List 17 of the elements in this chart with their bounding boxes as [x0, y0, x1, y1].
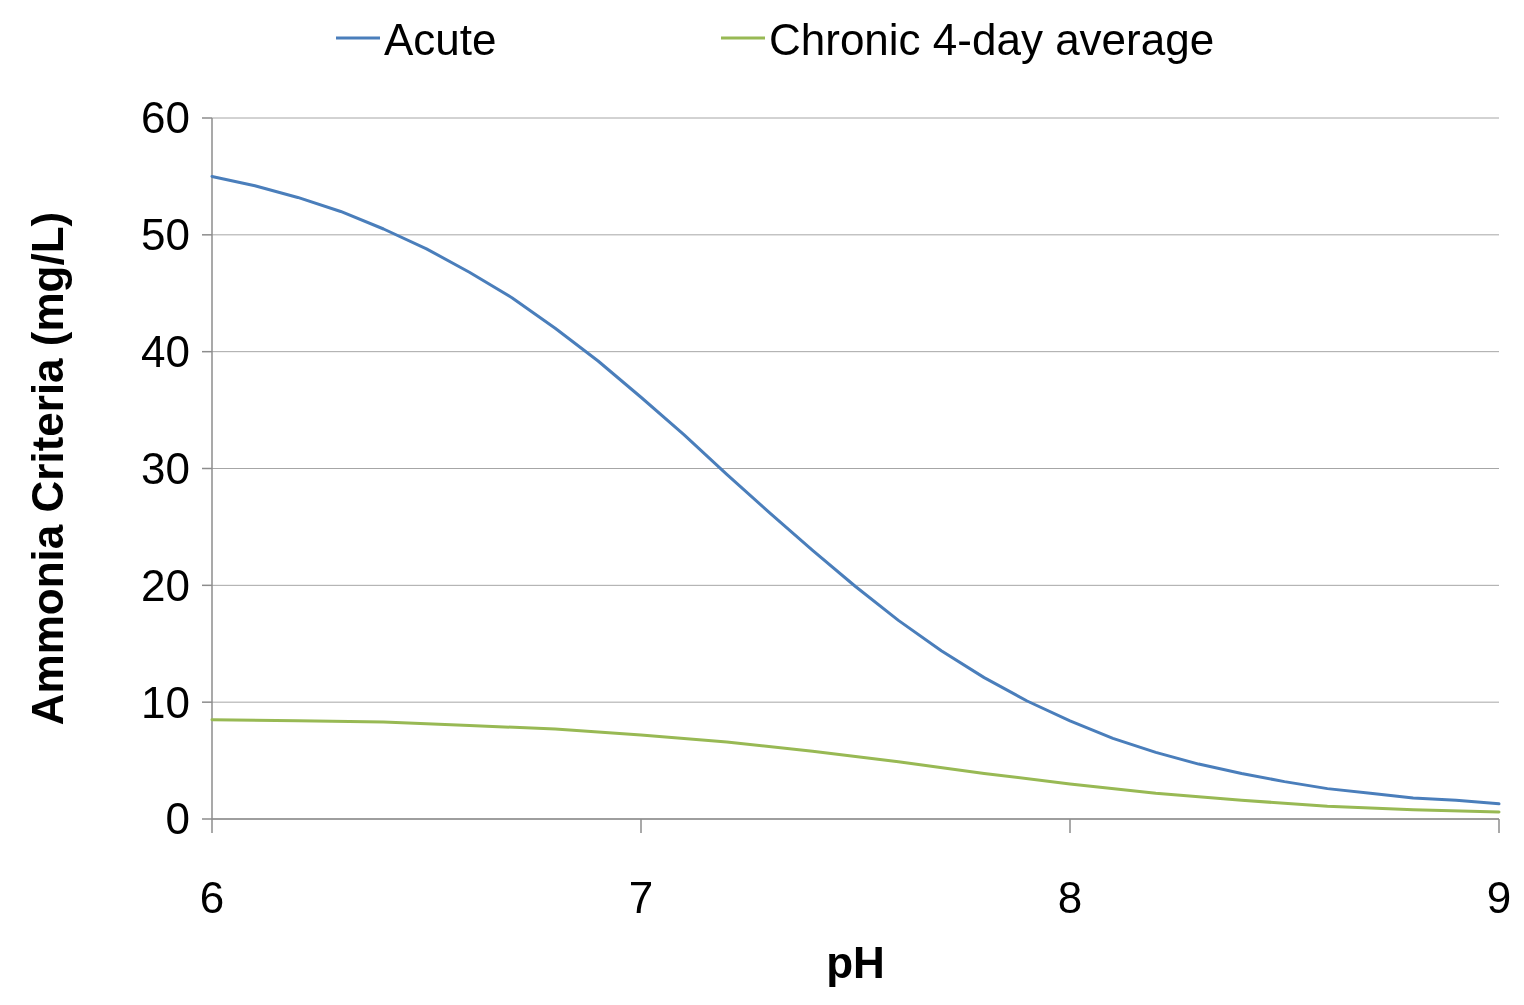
y-tick-label: 60: [141, 93, 190, 143]
y-tick-label: 30: [141, 443, 190, 493]
legend-label: Chronic 4-day average: [769, 15, 1215, 65]
y-axis-title: Ammonia Criteria (mg/L): [23, 211, 72, 726]
line-series: [210, 718, 1501, 814]
y-tick-label: 40: [141, 327, 190, 377]
line-series: [210, 174, 1501, 806]
x-tick-label: 8: [1057, 873, 1083, 922]
y-tick-label: 0: [165, 794, 190, 844]
legend-label: Acute: [384, 15, 497, 65]
y-tick-label: 10: [141, 677, 190, 727]
x-tick-label: 7: [628, 873, 654, 922]
y-tick-label: 20: [141, 560, 190, 610]
x-tick-label: 6: [199, 873, 225, 922]
x-axis-title: pH: [826, 938, 885, 987]
x-tick-label: 9: [1486, 873, 1512, 922]
y-tick-label: 50: [141, 210, 190, 260]
